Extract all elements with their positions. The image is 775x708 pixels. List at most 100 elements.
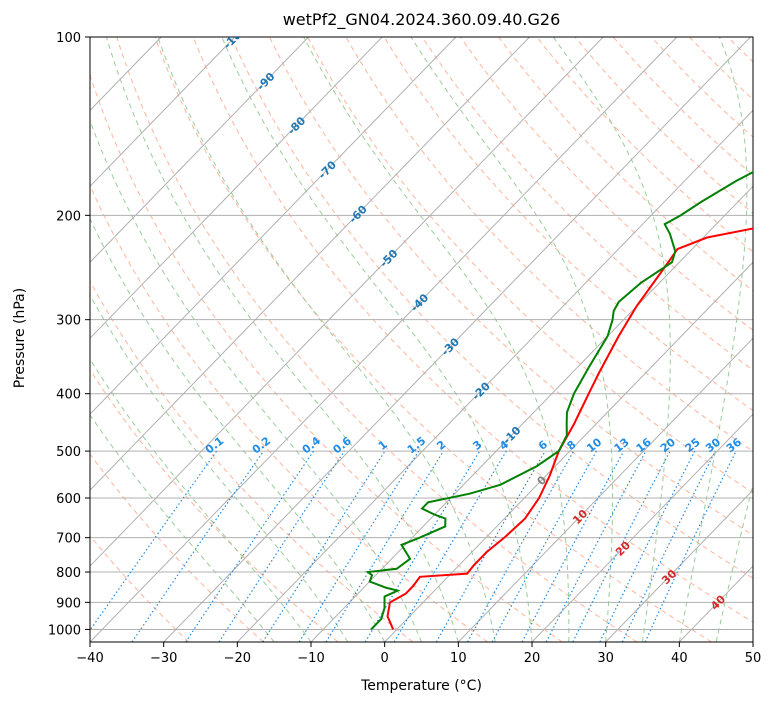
mixing-ratio-label: 36 [724,435,744,455]
dewpoint-profile-line [365,171,753,631]
x-tick-label: 40 [671,651,688,666]
mixing-ratio-line [262,450,386,642]
background-lines [90,37,775,642]
moist-adiabat-line [90,294,349,642]
dry-adiabat-line [307,37,753,494]
dry-adiabat-line [689,37,753,101]
mixing-ratio-label: 2 [434,438,448,453]
mixing-ratio-label: 1 [376,438,390,453]
y-tick-label: 200 [56,209,81,224]
mixing-ratio-label: 0.4 [300,434,324,456]
moist-adiabat-line [715,482,753,642]
dry-adiabat-line [269,37,753,536]
y-tick-label: 600 [56,492,81,507]
y-tick-label: 300 [56,314,81,329]
mixing-ratio-label: 30 [703,435,723,455]
isotherm-line [384,261,753,642]
mixing-ratio-line [298,450,420,642]
mixing-ratio-line [466,450,575,642]
dry-adiabat-line [383,37,753,411]
x-tick-label: −20 [224,651,251,666]
mixing-ratio-label: 0.2 [250,434,273,456]
dry-adiabat-line [90,535,190,642]
moist-adiabat-line [221,37,533,642]
x-tick-label: −10 [297,651,324,666]
mixing-ratio-label: 25 [683,436,703,456]
moist-adiabat-line [410,37,614,642]
x-axis-label: Temperature (°C) [361,678,482,694]
isotherm-line [90,37,530,491]
dry-adiabat-line [650,37,753,138]
plot-frame [89,36,754,643]
y-axis-label: Pressure (hPa) [12,287,28,389]
axes: −40 −30 −20 −10 0 10 20 30 40 5010020030040050060… [48,31,761,666]
isotherm-line [310,185,753,642]
dry-adiabat-line [90,453,264,642]
moist-adiabat-line [90,358,312,642]
mixing-ratio-line [599,450,696,642]
y-tick-label: 100 [56,31,81,46]
dry-adiabat-line [116,37,638,642]
mixing-ratio-label: 0.6 [331,434,355,456]
mixing-ratio-line [90,450,218,632]
x-tick-label: 30 [597,651,614,666]
mixing-ratio-labels: 0.1 0.2 0.4 0.6 1 1.5 2 3 4 6 8 10 13 16 20 25 30 36 [203,434,744,457]
dry-adiabat-line [192,37,753,623]
x-tick-label: 10 [450,651,467,666]
x-tick-label: 50 [745,651,762,666]
y-tick-label: 700 [56,532,81,547]
mixing-ratio-label: 20 [658,435,678,455]
moist-adiabat-line [90,119,422,642]
moist-adiabat-line [90,414,275,642]
sounding-series [365,171,753,631]
y-tick-label: 500 [56,445,81,460]
isotherm-line [90,37,678,642]
dry-adiabat-line [421,37,753,371]
mixing-ratio-label: 16 [634,435,654,455]
dry-adiabat-line [536,37,753,253]
isotherm-line [605,489,753,642]
y-tick-label: 800 [56,566,81,581]
y-tick-label: 1000 [48,623,81,638]
isotherm-line [163,37,751,642]
mixing-ratio-label: 1.5 [405,434,428,456]
isotherm-line [236,109,753,642]
isotherm-line [90,37,383,339]
moist-adiabat-line [303,37,570,642]
isotherm-line [90,37,457,415]
isotherm-line [752,641,753,642]
moist-adiabat-line [157,37,496,642]
mixing-ratio-line [131,450,265,642]
mixing-ratio-line [435,450,546,642]
dry-adiabat-line [90,280,414,642]
x-tick-label: 20 [524,651,541,666]
mixing-ratio-line [621,450,716,642]
mixing-ratio-line [185,450,315,642]
mixing-ratio-label: 6 [536,438,550,453]
y-tick-label: 900 [56,596,81,611]
x-tick-label: −40 [76,651,103,666]
moist-adiabat-line [105,37,459,642]
x-tick-label: −30 [150,651,177,666]
dry-adiabat-line [90,73,563,642]
mixing-ratio-line [218,450,345,642]
isotherm-line [90,37,604,567]
moist-adiabat-line [90,217,386,642]
isotherm-line [531,413,753,642]
moist-adiabat-line [552,37,671,642]
mixing-ratio-label: 8 [565,438,579,453]
temperature-profile-line [386,227,753,630]
mixing-ratio-label: 0.1 [203,434,226,456]
dry-adiabat-line [766,37,775,642]
mixing-ratio-line [644,450,737,642]
isotherm-line [90,37,236,188]
mixing-ratio-line [393,450,507,642]
dry-adiabat-line [90,184,488,642]
isotherm-line [457,337,753,642]
mixing-ratio-line [325,450,445,642]
isotherm-line [90,37,309,263]
chart-title: wetPf2_GN04.2024.360.09.40.G26 [282,10,561,29]
mixing-ratio-label: 10 [584,435,604,455]
dry-adiabat-line [154,37,712,642]
